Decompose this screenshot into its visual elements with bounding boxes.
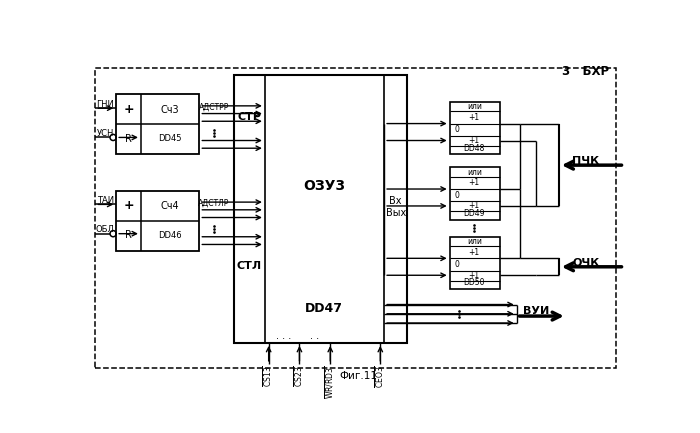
Text: ТАИ: ТАИ <box>97 196 114 205</box>
Text: R: R <box>125 134 132 144</box>
Text: 0: 0 <box>455 191 460 200</box>
Text: +1: +1 <box>469 248 480 257</box>
Text: DD47: DD47 <box>305 302 343 315</box>
Text: +: + <box>123 200 134 213</box>
Text: +: + <box>123 103 134 116</box>
Text: ПЧК: ПЧК <box>573 156 599 166</box>
Text: ОБЛ: ОБЛ <box>96 225 115 234</box>
Text: +1: +1 <box>469 271 480 280</box>
Text: · ·: · · <box>310 334 319 344</box>
Text: R: R <box>125 230 132 240</box>
Text: или: или <box>467 237 482 246</box>
Text: ВУИ: ВУИ <box>523 306 549 316</box>
Text: +1: +1 <box>469 113 480 122</box>
Text: DD48: DD48 <box>463 144 485 153</box>
Text: · · ·: · · · <box>276 334 292 344</box>
Text: DD49: DD49 <box>463 209 485 218</box>
Text: ГНИ: ГНИ <box>97 100 114 109</box>
Text: АДСТЛР: АДСТЛР <box>198 198 230 207</box>
Text: Вх: Вх <box>389 196 402 207</box>
Text: 0: 0 <box>455 125 460 134</box>
Bar <box>116 191 200 251</box>
Text: +1: +1 <box>469 136 480 145</box>
Text: 3   БХР: 3 БХР <box>562 65 610 78</box>
Text: или: или <box>467 168 482 177</box>
Text: DD45: DD45 <box>158 135 182 143</box>
Text: DD50: DD50 <box>463 278 485 288</box>
Text: УСН: УСН <box>97 129 114 138</box>
Bar <box>116 94 200 155</box>
Text: +1: +1 <box>469 178 480 187</box>
Bar <box>449 237 500 289</box>
Text: $\overline{\mathrm{CEO3}}$: $\overline{\mathrm{CEO3}}$ <box>374 365 386 388</box>
Text: или: или <box>467 102 482 111</box>
Text: ОЗУ3: ОЗУ3 <box>303 179 345 193</box>
Text: $\overline{\mathrm{CS13}}$: $\overline{\mathrm{CS13}}$ <box>262 365 274 387</box>
Text: DD46: DD46 <box>158 231 182 240</box>
Text: СТЛ: СТЛ <box>237 261 262 271</box>
Bar <box>449 168 500 220</box>
Text: АДСТРР: АДСТРР <box>199 102 229 111</box>
Text: 0: 0 <box>455 260 460 269</box>
Text: $\overline{\mathrm{CS23}}$: $\overline{\mathrm{CS23}}$ <box>293 365 305 387</box>
Text: СТР: СТР <box>237 113 261 123</box>
Text: Фиг.11: Фиг.11 <box>340 371 378 381</box>
Bar <box>449 102 500 155</box>
Text: ОЧК: ОЧК <box>573 258 599 268</box>
Text: Сч4: Сч4 <box>161 201 179 211</box>
Text: +1: +1 <box>469 201 480 210</box>
Text: Сч3: Сч3 <box>161 105 179 115</box>
Text: Вых: Вых <box>386 208 406 218</box>
Text: $\overline{\mathrm{WR/RD3}}$: $\overline{\mathrm{WR/RD3}}$ <box>324 365 336 399</box>
Bar <box>234 75 407 343</box>
